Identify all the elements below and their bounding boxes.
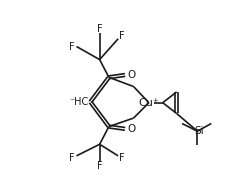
Text: Si: Si (194, 126, 204, 136)
Text: O: O (127, 124, 135, 134)
Text: F: F (69, 153, 75, 163)
Text: ⁻HC: ⁻HC (70, 97, 89, 107)
Text: Cu⁺: Cu⁺ (138, 98, 159, 108)
Text: F: F (97, 24, 102, 34)
Text: F: F (69, 42, 75, 51)
Text: F: F (97, 161, 102, 171)
Text: F: F (119, 31, 125, 42)
Text: O: O (127, 70, 135, 80)
Text: F: F (119, 153, 125, 163)
